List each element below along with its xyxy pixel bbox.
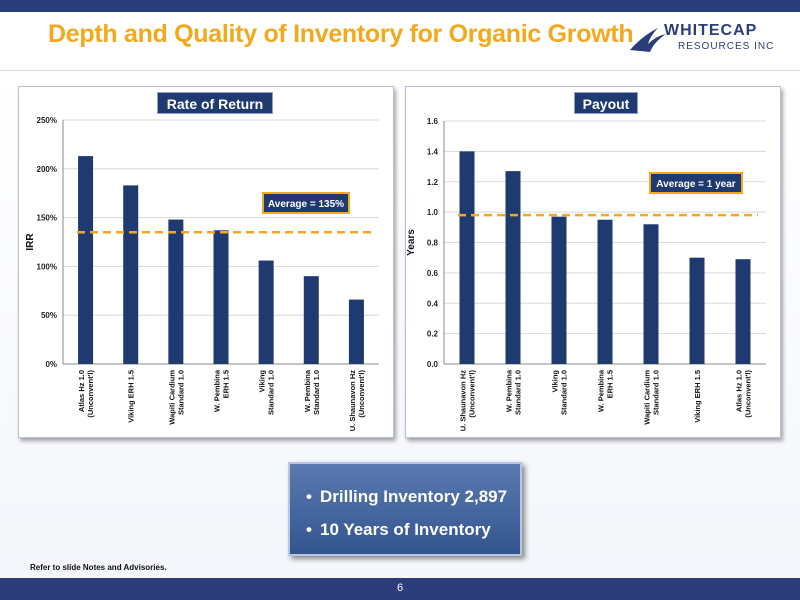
x-tick-label-line: Wapiti Cardium <box>167 370 176 425</box>
x-tick-label-line: W. Pembina <box>303 369 312 412</box>
x-tick-label: W. PembinaStandard 1.0 <box>505 369 523 415</box>
x-tick-label: Viking ERH 1.5 <box>693 370 702 423</box>
x-tick-label-line: Standard 1.0 <box>652 370 661 415</box>
y-tick-label: 200% <box>37 165 57 174</box>
average-label-box <box>262 192 350 214</box>
x-tick-label-line: (Unconvent'l) <box>744 370 753 418</box>
y-tick-label: 1.4 <box>427 147 439 156</box>
bar <box>643 224 659 364</box>
callout-item: • Drilling Inventory 2,897 <box>306 480 507 513</box>
payout-chart: 0.0 0.2 0.4 0.6 0.8 1.0 1.2 1.4 1.6 Years U. Shaun… <box>406 117 766 432</box>
bullet-icon: • <box>306 520 312 539</box>
bar <box>213 230 229 364</box>
x-tick-label: Viking ERH 1.5 <box>127 370 136 423</box>
logo-subtext: RESOURCES INC <box>678 41 775 52</box>
x-tick-label: Atlas Hz 1.0(Unconvent'l) <box>735 370 753 418</box>
payout-panel: 0.0 0.2 0.4 0.6 0.8 1.0 1.2 1.4 1.6 Years U. Shaun… <box>405 86 781 438</box>
x-tick-label-line: (Unconvent'l) <box>357 370 366 418</box>
payout-title: Payout <box>574 92 638 114</box>
y-tick-label: 100% <box>37 262 57 271</box>
y-tick-label: 0.6 <box>427 269 439 278</box>
x-tick-label-line: (Unconvent'l) <box>468 370 477 418</box>
bar <box>123 185 139 364</box>
y-axis-label: Years <box>406 229 417 256</box>
x-tick-label: VikingStandard 1.0 <box>258 370 276 415</box>
footnote: Refer to slide Notes and Advisories. <box>30 563 167 572</box>
average-label-box <box>649 172 743 194</box>
callout-item: • 10 Years of Inventory <box>306 513 507 546</box>
x-tick-label-line: ERH 1.5 <box>222 370 231 398</box>
x-tick-label: W. PembinaERH 1.5 <box>597 369 615 412</box>
x-tick-label: Atlas Hz 1.0(Unconvent'l) <box>77 370 95 418</box>
bar <box>597 219 613 364</box>
rate-of-return-title: Rate of Return <box>157 92 273 114</box>
average-label: Average = 135% <box>268 199 344 210</box>
x-tick-label-line: Standard 1.0 <box>514 370 523 415</box>
x-tick-label: U. Shaunavon Hz(Unconvent'l) <box>459 370 477 432</box>
x-tick-label-line: Wapiti Cardium <box>643 370 652 425</box>
bar <box>735 259 751 364</box>
x-tick-label-line: W. Pembina <box>597 369 606 412</box>
y-tick-label: 0.2 <box>427 330 439 339</box>
bar <box>551 216 567 364</box>
y-tick-label: 1.2 <box>427 178 439 187</box>
average-label: Average = 1 year <box>656 179 736 190</box>
y-tick-label: 1.6 <box>427 117 439 126</box>
slide-title: Depth and Quality of Inventory for Organ… <box>48 20 634 48</box>
y-axis-label: IRR <box>25 233 36 251</box>
y-tick-label: 150% <box>37 214 57 223</box>
bar <box>78 156 94 364</box>
x-tick-label-line: U. Shaunavon Hz <box>459 370 468 432</box>
y-tick-label: 250% <box>37 116 57 125</box>
y-tick-label: 0% <box>45 360 57 369</box>
footer-band: 6 <box>0 578 800 600</box>
company-logo: WHITECAP RESOURCES INC <box>628 22 778 58</box>
x-tick-label-line: W. Pembina <box>213 369 222 412</box>
x-tick-label-line: Standard 1.0 <box>312 370 321 415</box>
bar <box>505 171 521 364</box>
x-tick-label-line: Viking ERH 1.5 <box>127 370 136 423</box>
bar <box>258 260 274 364</box>
x-tick-label-line: U. Shaunavon Hz <box>348 370 357 432</box>
x-tick-label-line: (Unconvent'l) <box>86 370 95 418</box>
bar <box>303 276 319 364</box>
x-tick-label: VikingStandard 1.0 <box>551 370 569 415</box>
y-tick-label: 50% <box>41 311 57 320</box>
x-tick-label-line: Viking <box>258 370 267 393</box>
x-tick-label: Wapiti CardiumStandard 1.0 <box>643 370 661 425</box>
x-tick-label-line: ERH 1.5 <box>606 370 615 398</box>
page-number: 6 <box>396 582 404 594</box>
bar <box>168 219 184 364</box>
bar <box>459 151 475 364</box>
x-tick-label: W. PembinaStandard 1.0 <box>303 369 321 415</box>
y-tick-label: 0.0 <box>427 360 439 369</box>
x-tick-label: U. Shaunavon Hz(Unconvent'l) <box>348 370 366 432</box>
logo-text: WHITECAP <box>664 22 758 39</box>
wave-logo-icon <box>630 28 666 52</box>
callout-list: • Drilling Inventory 2,897 • 10 Years of I… <box>306 480 507 546</box>
x-tick-label-line: W. Pembina <box>505 369 514 412</box>
x-tick-label-line: Atlas Hz 1.0 <box>735 370 744 412</box>
x-tick-label: W. PembinaERH 1.5 <box>213 369 231 412</box>
x-tick-label-line: Standard 1.0 <box>267 370 276 415</box>
callout-item-text: Drilling Inventory 2,897 <box>320 487 508 506</box>
rate-of-return-panel: 0% 50% 100% 150% 200% 250% IRR Atlas Hz 1.0(Unc… <box>18 86 394 438</box>
inventory-callout: • Drilling Inventory 2,897 • 10 Years of I… <box>288 462 522 556</box>
y-tick-label: 0.8 <box>427 239 439 248</box>
x-tick-label-line: Atlas Hz 1.0 <box>77 370 86 412</box>
bar <box>348 299 364 364</box>
x-tick-label-line: Viking <box>551 370 560 393</box>
callout-item-text: 10 Years of Inventory <box>320 520 491 539</box>
x-tick-label-line: Standard 1.0 <box>176 370 185 415</box>
x-tick-label-line: Viking ERH 1.5 <box>693 370 702 423</box>
top-band <box>0 0 800 12</box>
x-tick-label: Wapiti CardiumStandard 1.0 <box>167 370 185 425</box>
x-tick-label-line: Standard 1.0 <box>560 370 569 415</box>
y-tick-label: 0.4 <box>427 299 439 308</box>
header <box>0 12 800 70</box>
bar <box>689 257 705 364</box>
y-tick-label: 1.0 <box>427 208 439 217</box>
bullet-icon: • <box>306 487 312 506</box>
